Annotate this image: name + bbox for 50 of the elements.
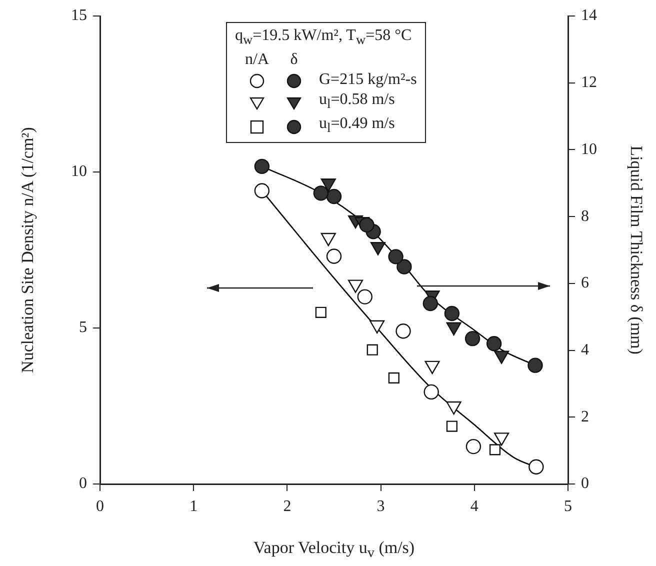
- point: [528, 358, 543, 373]
- point: [396, 324, 411, 339]
- y2-axis-title: Liquid Film Thickness δ (mm): [626, 146, 646, 354]
- legend-label: u$_{l}$=0.49 m/s: [319, 114, 395, 138]
- x-tick-label: 3: [376, 498, 385, 515]
- y2-tick-label: 14: [581, 7, 597, 24]
- point: [424, 384, 439, 400]
- y2-tick-label: 12: [581, 74, 597, 92]
- point: [388, 372, 400, 384]
- y2-tick-label: 0: [581, 475, 589, 492]
- y-axis-title: Nucleation Site Density n/A (1/cm²): [18, 127, 38, 373]
- legend-label: u$_{l}$=0.58 m/s: [319, 90, 395, 114]
- point: [464, 330, 480, 346]
- point: [359, 217, 374, 233]
- legend-title: q$_{w}$=19.5 kW/m², T$_{w}$=58 °C: [235, 26, 413, 50]
- point: [446, 420, 458, 432]
- x-tick-label: 4: [470, 498, 478, 515]
- point: [326, 188, 342, 204]
- point: [444, 306, 460, 322]
- point: [422, 296, 438, 312]
- point: [254, 183, 270, 198]
- point: [396, 259, 412, 274]
- y2-tick-label: 2: [581, 408, 589, 426]
- x-tick-label: 2: [283, 498, 292, 515]
- y-tick-label: 5: [79, 319, 87, 336]
- point: [489, 444, 501, 456]
- x-axis-title: Vapor Velocity u$_{v}$ (m/s): [253, 538, 415, 562]
- point: [254, 158, 270, 174]
- y-tick-label: 15: [71, 7, 87, 24]
- y-tick-label: 10: [71, 163, 87, 180]
- x-tick-label: 5: [564, 498, 572, 515]
- x-tick-label: 0: [96, 498, 104, 515]
- point: [388, 249, 404, 264]
- annotation: n/A: [244, 50, 270, 70]
- y-tick-label: 0: [79, 475, 87, 492]
- point: [466, 438, 482, 454]
- annotation: δ: [289, 50, 299, 70]
- x-tick-label: 1: [190, 498, 198, 515]
- point: [313, 186, 328, 201]
- y2-tick-label: 4: [581, 341, 589, 358]
- point: [315, 306, 326, 318]
- point: [528, 459, 544, 474]
- y2-tick-label: 10: [581, 140, 597, 158]
- point: [357, 289, 372, 304]
- y2-tick-label: 8: [581, 208, 589, 225]
- legend-label: G=215 kg/m²-s: [319, 70, 417, 90]
- y2-tick-label: 6: [581, 274, 589, 292]
- point: [326, 248, 342, 264]
- point: [366, 344, 378, 356]
- point: [486, 336, 502, 352]
